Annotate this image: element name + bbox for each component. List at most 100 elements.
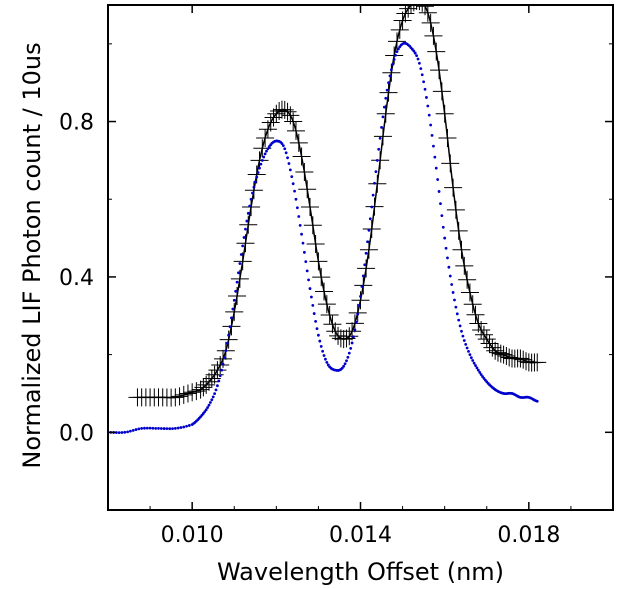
dot-marker [231, 308, 234, 311]
plus-marker [399, 0, 417, 18]
plus-marker [304, 216, 322, 234]
dot-marker [473, 362, 476, 365]
dot-marker [283, 147, 286, 150]
dot-marker [295, 198, 298, 201]
dot-marker [318, 340, 321, 343]
plus-marker [287, 122, 305, 140]
x-axis-label: Wavelength Offset (nm) [217, 558, 504, 585]
plus-marker [279, 103, 297, 121]
y-tick-label: 0.8 [59, 111, 94, 136]
dot-marker [252, 186, 255, 189]
dot-marker [362, 275, 365, 278]
dot-marker [220, 369, 223, 372]
dot-marker [433, 156, 436, 159]
plus-marker [220, 331, 238, 349]
dot-marker [446, 257, 449, 260]
dot-marker [222, 363, 225, 366]
dot-marker [313, 312, 316, 315]
dot-marker [292, 182, 295, 185]
dot-marker [342, 365, 345, 368]
plus-marker [444, 179, 462, 197]
dot-marker [314, 320, 317, 323]
dot-marker [435, 167, 438, 170]
dot-marker [264, 153, 267, 156]
dot-marker [369, 217, 372, 220]
dot-marker [302, 242, 305, 245]
dot-marker [372, 194, 375, 197]
dot-marker [227, 334, 230, 337]
dot-marker [254, 181, 257, 184]
dot-marker [217, 380, 220, 383]
x-tick-label: 0.018 [497, 523, 560, 548]
dot-marker [289, 168, 292, 171]
dot-marker [247, 212, 250, 215]
dot-marker [373, 182, 376, 185]
dot-marker [135, 428, 138, 431]
plus-marker [436, 105, 454, 123]
plus-marker [388, 32, 406, 50]
dot-marker [375, 170, 378, 173]
plus-marker [368, 175, 386, 193]
dot-marker [282, 144, 285, 147]
plus-marker [321, 306, 339, 324]
dot-marker [168, 427, 171, 430]
plus-marker [179, 384, 197, 402]
plus-marker [222, 317, 240, 335]
plus-marker [245, 181, 263, 199]
dot-marker [417, 58, 420, 61]
plus-marker [511, 350, 529, 368]
dot-marker [285, 151, 288, 154]
plus-marker [234, 252, 252, 270]
dot-marker [389, 74, 392, 77]
dot-marker [359, 295, 362, 298]
dot-marker [366, 240, 369, 243]
dot-marker [236, 281, 239, 284]
dot-marker [258, 167, 261, 170]
dot-marker [226, 342, 229, 345]
plus-marker [309, 252, 327, 270]
dot-marker [234, 290, 237, 293]
dot-marker [471, 359, 474, 362]
plus-marker [335, 330, 353, 348]
plus-marker [318, 295, 336, 313]
dot-marker [439, 202, 442, 205]
plus-marker [422, 14, 440, 32]
plus-marker [394, 12, 412, 30]
dot-marker [384, 97, 387, 100]
plus-marker [290, 134, 308, 152]
dot-marker [257, 171, 260, 174]
plus-marker [478, 330, 496, 348]
dot-marker [123, 431, 126, 434]
dot-marker [443, 237, 446, 240]
dot-marker [299, 224, 302, 227]
plus-marker [239, 216, 257, 234]
dot-marker [467, 350, 470, 353]
dot-marker [233, 299, 236, 302]
dot-marker [320, 345, 323, 348]
plus-marker [447, 201, 465, 219]
dot-marker [456, 312, 459, 315]
dot-marker [394, 54, 397, 57]
dot-marker [470, 356, 473, 359]
dot-marker [244, 228, 247, 231]
dot-marker [241, 244, 244, 247]
dot-marker [306, 269, 309, 272]
plus-marker [464, 295, 482, 313]
dot-marker [255, 176, 258, 179]
dot-marker [349, 347, 352, 350]
dot-marker [316, 327, 319, 330]
plus-marker [301, 198, 319, 216]
plus-marker [175, 386, 193, 404]
dot-marker [140, 427, 143, 430]
dot-marker [174, 427, 177, 430]
dot-marker [382, 116, 385, 119]
plus-marker [315, 282, 333, 300]
dot-marker [163, 427, 166, 430]
dot-marker [297, 215, 300, 218]
dot-marker [304, 260, 307, 263]
dot-marker [151, 427, 154, 430]
x-tick-label: 0.014 [329, 523, 392, 548]
dot-marker [126, 430, 129, 433]
plus-marker [380, 84, 398, 102]
dot-marker [238, 262, 241, 265]
